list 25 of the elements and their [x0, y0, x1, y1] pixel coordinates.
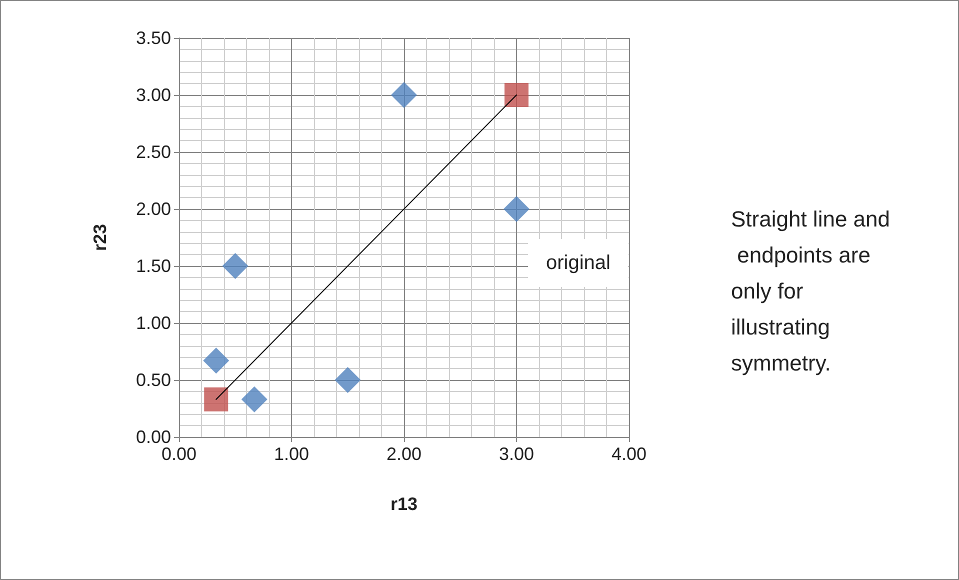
y-tick-label: 1.00	[136, 313, 171, 333]
point	[203, 348, 230, 374]
x-tick-label: 0.00	[161, 444, 197, 464]
y-tick-label: 3.00	[136, 85, 171, 105]
y-tick-label: 1.50	[136, 256, 171, 276]
y-axis-title: r23	[90, 224, 110, 252]
y-tick-label: 2.50	[136, 142, 171, 162]
point	[504, 83, 528, 107]
point	[241, 386, 268, 412]
point	[334, 367, 361, 393]
x-tick-label: 2.00	[386, 444, 422, 464]
annotation: original	[546, 252, 610, 274]
point	[204, 387, 228, 412]
y-tick-label: 2.00	[136, 199, 171, 219]
x-tick-label: 4.00	[611, 444, 647, 464]
x-tick-label: 3.00	[498, 444, 534, 464]
y-tick-label: 3.50	[136, 28, 171, 48]
y-tick-label: 0.50	[136, 370, 171, 390]
y-tick-label: 0.00	[136, 427, 171, 447]
x-tick-label: 1.00	[274, 444, 310, 464]
point	[222, 253, 248, 279]
point	[391, 82, 417, 108]
text: Straight line and endpoints are only for illustrating symmetry.	[731, 206, 890, 376]
point	[504, 196, 530, 222]
x-axis-title: r13	[390, 494, 418, 514]
